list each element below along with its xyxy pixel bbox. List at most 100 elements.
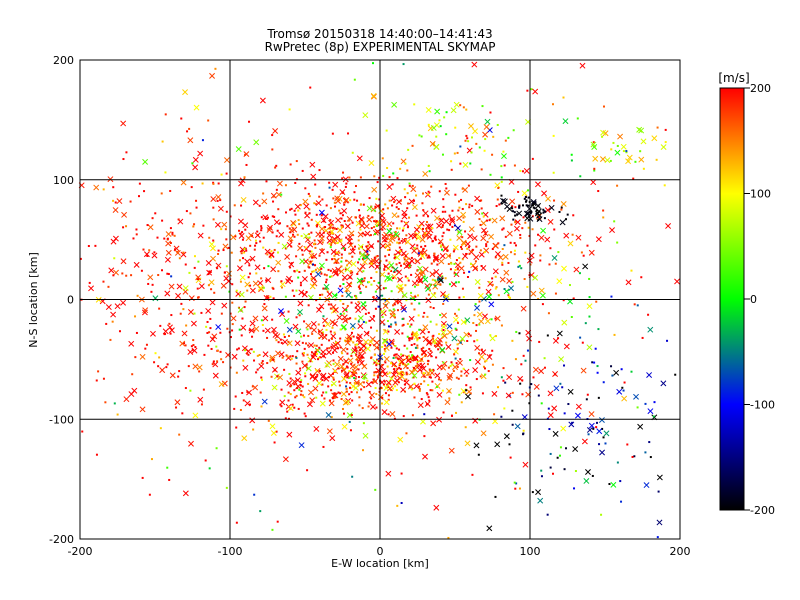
data-point-dot bbox=[248, 120, 251, 123]
data-point-dot bbox=[294, 355, 297, 358]
data-point-dot bbox=[239, 280, 242, 283]
data-point-dot bbox=[185, 324, 188, 327]
data-point-dot bbox=[138, 182, 141, 185]
data-point-dot bbox=[351, 271, 354, 274]
data-point-dot bbox=[488, 219, 491, 222]
data-point-dot bbox=[363, 279, 366, 282]
data-point-dot bbox=[353, 376, 356, 379]
data-point-dot bbox=[207, 119, 210, 122]
data-point-cross bbox=[456, 235, 463, 242]
data-point-cross bbox=[236, 265, 243, 272]
data-point-dot bbox=[389, 228, 392, 231]
data-point-dot bbox=[483, 149, 486, 152]
data-point-dot bbox=[474, 303, 477, 306]
data-point-cross bbox=[581, 438, 588, 445]
data-point-cross bbox=[503, 433, 510, 440]
data-point-dot bbox=[397, 381, 400, 384]
data-point-dot bbox=[310, 277, 313, 280]
data-point-dot bbox=[179, 312, 182, 315]
data-point-dot bbox=[546, 334, 549, 337]
data-point-dot bbox=[539, 259, 542, 262]
data-point-dot bbox=[260, 361, 263, 364]
data-point-cross bbox=[384, 242, 391, 249]
data-point-cross bbox=[390, 371, 397, 378]
data-point-dot bbox=[468, 270, 471, 273]
data-point-dot bbox=[467, 140, 470, 143]
data-point-dot bbox=[303, 412, 306, 415]
data-point-dot bbox=[411, 414, 414, 417]
data-point-dot bbox=[414, 295, 417, 298]
data-point-dot bbox=[465, 203, 468, 206]
data-point-cross bbox=[408, 315, 415, 322]
data-point-dot bbox=[460, 370, 463, 373]
data-point-dot bbox=[389, 243, 392, 246]
data-point-dot bbox=[411, 354, 414, 357]
data-point-cross bbox=[462, 161, 469, 168]
data-point-cross bbox=[414, 258, 421, 265]
data-point-dot bbox=[184, 344, 187, 347]
data-point-dot bbox=[244, 349, 247, 352]
data-point-dot bbox=[644, 402, 647, 405]
data-point-cross bbox=[93, 184, 100, 191]
data-point-dot bbox=[87, 245, 90, 248]
data-point-dot bbox=[362, 320, 365, 323]
data-point-dot bbox=[363, 233, 366, 236]
data-point-dot bbox=[373, 353, 376, 356]
data-point-dot bbox=[414, 346, 417, 349]
data-point-dot bbox=[235, 371, 238, 374]
data-point-dot bbox=[533, 207, 536, 210]
data-point-cross bbox=[477, 292, 484, 299]
data-point-dot bbox=[259, 240, 262, 243]
data-point-cross bbox=[420, 372, 427, 379]
data-point-dot bbox=[497, 294, 500, 297]
data-point-dot bbox=[399, 199, 402, 202]
data-point-dot bbox=[374, 307, 377, 310]
data-point-dot bbox=[596, 371, 599, 374]
data-point-cross bbox=[230, 234, 237, 241]
data-point-dot bbox=[563, 412, 566, 415]
data-point-dot bbox=[357, 239, 360, 242]
data-point-dot bbox=[424, 245, 427, 248]
data-point-dot bbox=[404, 238, 407, 241]
data-point-cross bbox=[334, 195, 341, 202]
data-point-dot bbox=[609, 159, 612, 162]
data-point-dot bbox=[365, 245, 368, 248]
data-point-dot bbox=[346, 376, 349, 379]
data-point-cross bbox=[272, 332, 279, 338]
data-point-cross bbox=[532, 88, 539, 95]
data-point-dot bbox=[377, 204, 380, 207]
data-point-cross bbox=[419, 328, 426, 335]
data-point-dot bbox=[553, 199, 556, 202]
data-point-cross bbox=[425, 229, 432, 236]
data-point-cross bbox=[434, 108, 441, 115]
data-point-dot bbox=[511, 409, 514, 412]
data-point-cross bbox=[499, 276, 506, 283]
data-point-cross bbox=[535, 202, 542, 209]
data-point-dot bbox=[518, 264, 521, 267]
data-point-cross bbox=[364, 254, 370, 260]
data-point-dot bbox=[482, 215, 485, 218]
data-point-dot bbox=[328, 339, 331, 342]
data-point-dot bbox=[289, 163, 292, 166]
data-point-dot bbox=[290, 262, 293, 265]
data-point-dot bbox=[297, 407, 300, 410]
data-point-dot bbox=[507, 294, 510, 297]
data-point-dot bbox=[262, 236, 265, 239]
data-point-dot bbox=[323, 273, 326, 276]
data-point-dot bbox=[321, 293, 324, 296]
data-point-dot bbox=[429, 306, 432, 309]
data-point-dot bbox=[383, 265, 386, 268]
data-point-dot bbox=[345, 236, 348, 239]
data-point-dot bbox=[330, 243, 333, 246]
data-point-dot bbox=[240, 204, 243, 207]
data-point-dot bbox=[357, 368, 360, 371]
data-point-dot bbox=[231, 329, 234, 332]
data-point-dot bbox=[345, 390, 348, 393]
data-point-dot bbox=[448, 254, 451, 257]
data-point-dot bbox=[381, 294, 384, 297]
data-point-dot bbox=[105, 322, 108, 325]
data-point-dot bbox=[401, 374, 404, 377]
data-point-cross bbox=[478, 318, 485, 325]
data-point-cross bbox=[406, 260, 413, 267]
data-point-cross bbox=[417, 265, 424, 272]
